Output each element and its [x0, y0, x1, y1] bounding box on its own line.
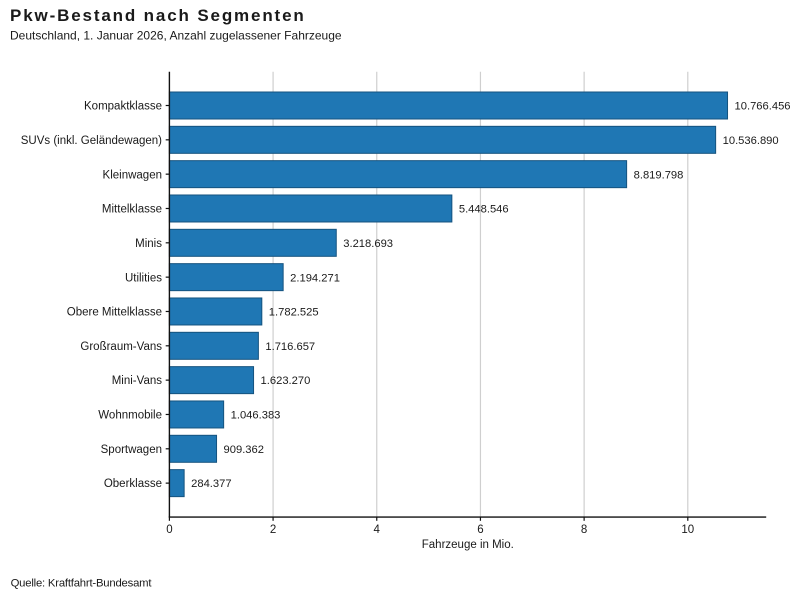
svg-text:2.194.271: 2.194.271 — [290, 272, 340, 284]
svg-text:Minis: Minis — [135, 238, 162, 250]
svg-text:Großraum-Vans: Großraum-Vans — [80, 341, 162, 353]
svg-text:Sportwagen: Sportwagen — [101, 444, 162, 456]
svg-text:Obere Mittelklasse: Obere Mittelklasse — [67, 307, 162, 319]
svg-text:Wohnmobile: Wohnmobile — [98, 410, 162, 422]
svg-text:1.046.383: 1.046.383 — [231, 410, 281, 422]
svg-text:5.448.546: 5.448.546 — [459, 204, 509, 216]
svg-text:1.782.525: 1.782.525 — [269, 307, 319, 319]
svg-text:10.536.890: 10.536.890 — [723, 135, 779, 147]
svg-text:6: 6 — [477, 524, 483, 536]
svg-text:909.362: 909.362 — [224, 444, 264, 456]
svg-text:284.377: 284.377 — [191, 478, 231, 490]
svg-text:Deutschland, 1. Januar 2026, A: Deutschland, 1. Januar 2026, Anzahl zuge… — [10, 29, 342, 43]
svg-text:Oberklasse: Oberklasse — [104, 478, 162, 490]
svg-text:1.716.657: 1.716.657 — [265, 341, 315, 353]
svg-text:Utilities: Utilities — [125, 272, 162, 284]
svg-text:10.766.456: 10.766.456 — [735, 101, 791, 113]
svg-text:Pkw-Bestand nach Segmenten: Pkw-Bestand nach Segmenten — [10, 6, 306, 25]
svg-text:1.623.270: 1.623.270 — [261, 375, 311, 387]
svg-text:Mini-Vans: Mini-Vans — [112, 375, 163, 387]
svg-text:Kompaktklasse: Kompaktklasse — [84, 101, 162, 113]
svg-text:Mittelklasse: Mittelklasse — [102, 204, 162, 216]
svg-text:2: 2 — [270, 524, 276, 536]
svg-text:8: 8 — [581, 524, 587, 536]
svg-text:SUVs (inkl. Geländewagen): SUVs (inkl. Geländewagen) — [21, 135, 162, 147]
svg-text:0: 0 — [166, 524, 172, 536]
svg-text:Kleinwagen: Kleinwagen — [103, 169, 162, 181]
svg-text:3.218.693: 3.218.693 — [343, 238, 393, 250]
svg-text:4: 4 — [374, 524, 381, 536]
svg-text:Fahrzeuge in Mio.: Fahrzeuge in Mio. — [422, 539, 514, 551]
svg-text:8.819.798: 8.819.798 — [634, 169, 684, 181]
svg-text:10: 10 — [681, 524, 694, 536]
svg-text:Quelle: Kraftfahrt-Bundesamt: Quelle: Kraftfahrt-Bundesamt — [11, 577, 153, 589]
